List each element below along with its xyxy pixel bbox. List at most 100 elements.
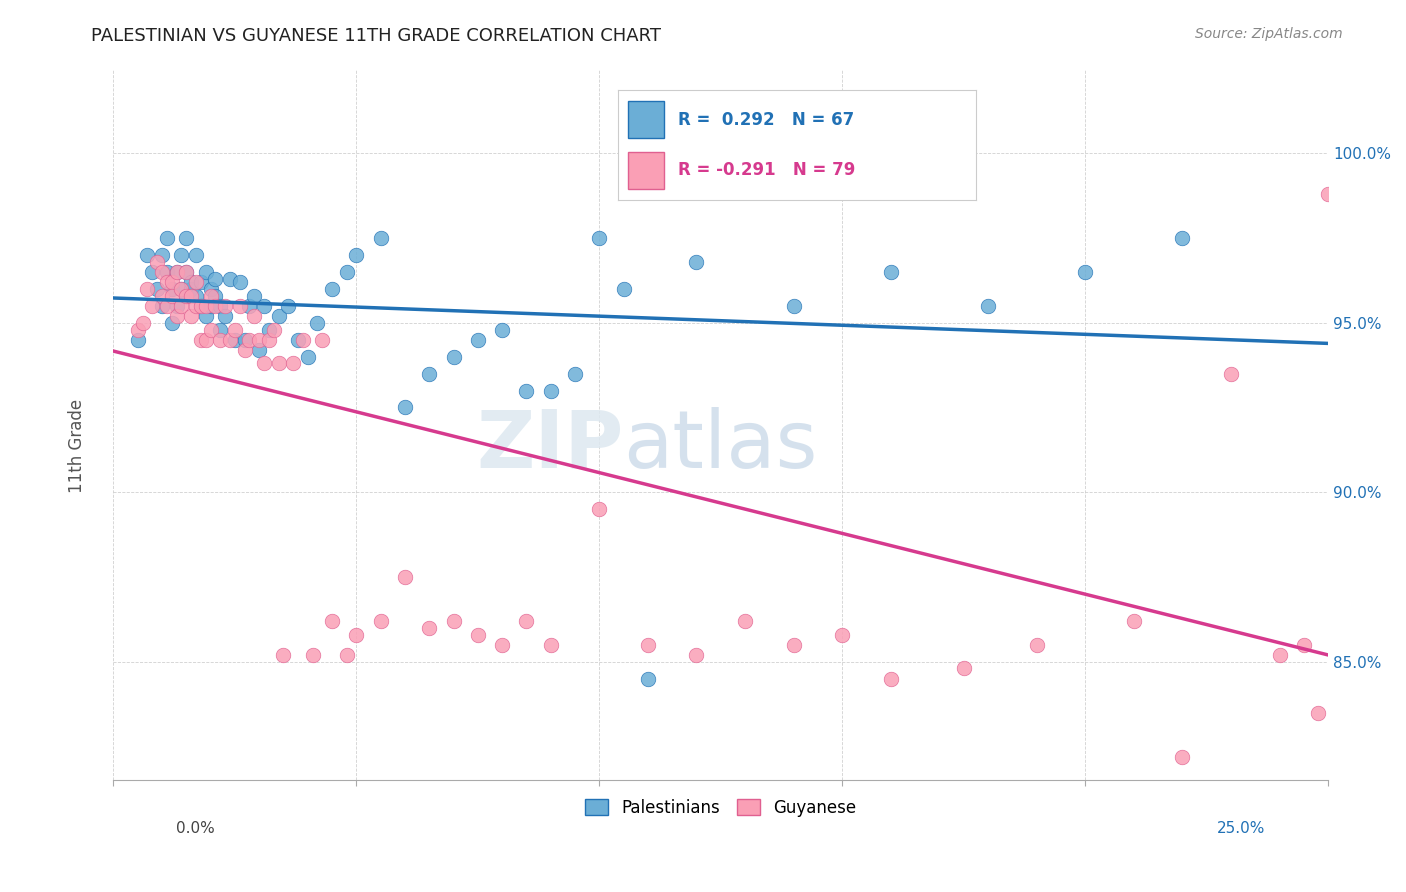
Point (204, 271, 226, 285)
Point (200, 288, 222, 302)
Point (200, 282, 222, 296)
Point (204, 288, 226, 302)
Point (176, 265, 198, 279)
Text: atlas: atlas (624, 407, 818, 484)
Point (782, 638, 804, 652)
Text: PALESTINIAN VS GUYANESE 11TH GRADE CORRELATION CHART: PALESTINIAN VS GUYANESE 11TH GRADE CORRE… (91, 27, 661, 45)
Point (321, 282, 343, 296)
Point (1025, 638, 1047, 652)
Point (977, 299, 1000, 313)
Point (1171, 749, 1194, 764)
Point (229, 275, 252, 289)
Point (1355, 638, 1378, 652)
Point (540, 638, 562, 652)
Point (1327, 648, 1350, 662)
Point (467, 627, 489, 641)
Point (1292, 638, 1315, 652)
Point (136, 282, 159, 296)
Point (200, 322, 222, 336)
Point (224, 333, 246, 347)
Point (394, 570, 416, 584)
Point (287, 333, 309, 347)
Point (224, 322, 246, 336)
Point (150, 288, 173, 302)
Point (247, 343, 270, 357)
Point (209, 333, 232, 347)
Point (564, 367, 586, 381)
Point (467, 333, 489, 347)
Point (491, 322, 513, 336)
Point (184, 248, 207, 262)
Text: ZIP: ZIP (477, 407, 624, 484)
Point (194, 333, 217, 347)
Point (321, 614, 343, 628)
Point (637, 672, 659, 686)
Point (229, 299, 252, 313)
Point (588, 231, 610, 245)
Point (238, 333, 260, 347)
Point (1171, 231, 1194, 245)
Point (734, 614, 756, 628)
Point (1341, 186, 1364, 201)
Point (311, 333, 333, 347)
Point (170, 282, 193, 296)
Point (588, 502, 610, 516)
Point (880, 265, 903, 279)
Point (370, 231, 392, 245)
Point (685, 648, 707, 662)
Point (1074, 265, 1097, 279)
Point (297, 350, 319, 364)
Point (540, 384, 562, 398)
Point (176, 265, 198, 279)
Point (150, 248, 173, 262)
Point (219, 271, 242, 285)
Point (253, 356, 276, 370)
Point (156, 231, 179, 245)
Point (184, 275, 207, 289)
Point (1122, 614, 1144, 628)
Text: Source: ZipAtlas.com: Source: ZipAtlas.com (1195, 27, 1343, 41)
Point (394, 401, 416, 415)
Point (166, 265, 188, 279)
Point (141, 265, 163, 279)
Point (637, 638, 659, 652)
Point (214, 299, 236, 313)
Point (233, 343, 256, 357)
Point (170, 282, 193, 296)
Point (880, 672, 903, 686)
Point (685, 254, 707, 268)
Point (190, 333, 212, 347)
Point (336, 648, 359, 662)
Point (127, 322, 149, 336)
Point (1268, 648, 1291, 662)
Point (613, 282, 636, 296)
Point (180, 288, 202, 302)
Point (136, 248, 159, 262)
Point (243, 309, 266, 323)
Point (443, 614, 465, 628)
Legend: Palestinians, Guyanese: Palestinians, Guyanese (576, 790, 865, 825)
Point (344, 627, 367, 641)
Point (491, 638, 513, 652)
Point (170, 299, 193, 313)
Point (194, 309, 217, 323)
Point (160, 275, 183, 289)
Point (277, 299, 299, 313)
Point (200, 299, 222, 313)
Point (1220, 367, 1243, 381)
Point (146, 254, 169, 268)
Point (160, 288, 183, 302)
Point (209, 322, 232, 336)
Point (156, 275, 179, 289)
Point (370, 614, 392, 628)
Point (204, 299, 226, 313)
Point (150, 265, 173, 279)
Point (267, 309, 290, 323)
Point (515, 384, 537, 398)
Point (952, 661, 974, 675)
Point (160, 316, 183, 330)
Point (214, 309, 236, 323)
Point (257, 322, 280, 336)
Point (247, 333, 270, 347)
Point (257, 333, 280, 347)
